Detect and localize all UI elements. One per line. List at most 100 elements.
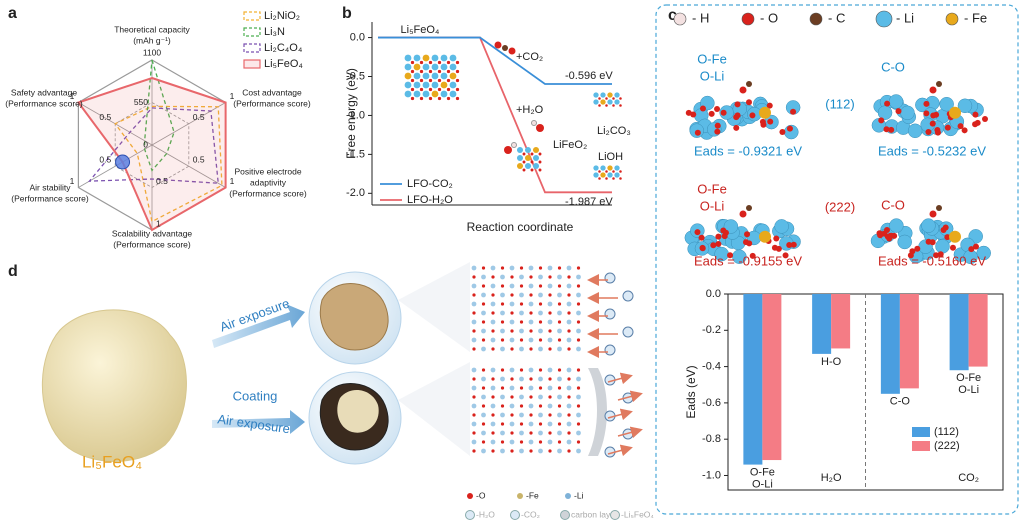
atom — [524, 146, 532, 154]
atom — [410, 60, 415, 65]
eads-label: Eads = -0.5160 eV — [878, 253, 986, 268]
atom — [612, 177, 615, 180]
atom — [605, 97, 608, 100]
atom — [614, 99, 620, 105]
lattice-atom — [538, 292, 543, 298]
lattice-atom — [557, 310, 562, 316]
o-atom — [733, 124, 740, 131]
radar-axis-label: (Performance score) — [229, 188, 307, 198]
lattice-atom — [538, 266, 543, 270]
gas-arrow — [617, 426, 643, 439]
legend-dot — [465, 510, 475, 520]
atom — [600, 172, 606, 178]
lattice-atom — [557, 412, 562, 418]
lattice-atom — [576, 376, 581, 382]
lattice-atom — [547, 367, 553, 373]
series-line — [378, 36, 612, 85]
lattice-atom — [557, 394, 562, 400]
atom — [593, 172, 599, 178]
atom — [607, 92, 613, 98]
atom — [612, 104, 615, 107]
legend-dot — [560, 510, 570, 520]
adsorbate — [929, 86, 937, 94]
lattice-atom — [509, 265, 515, 271]
lattice-atom — [557, 284, 562, 288]
o-atom — [775, 245, 782, 252]
lattice-atom — [567, 431, 571, 435]
o-atom — [909, 248, 916, 255]
y-tick-label: 0.0 — [350, 31, 365, 43]
lattice-atom — [547, 301, 553, 307]
lattice-atom — [557, 274, 562, 280]
lattice-atom — [481, 320, 486, 324]
y-tick-label: -0.6 — [702, 397, 721, 409]
lattice-atom — [576, 328, 581, 334]
lattice-atom — [529, 347, 533, 351]
atom — [614, 92, 620, 98]
lattice-atom — [500, 266, 505, 270]
o-atom — [694, 129, 701, 136]
lattice-atom — [510, 377, 514, 381]
atom — [446, 96, 451, 101]
annotation: +H₂O — [516, 104, 544, 116]
series-line — [378, 36, 612, 194]
legend-swatch — [243, 43, 261, 53]
lattice-atom — [481, 412, 486, 418]
atom — [428, 60, 433, 65]
atom — [446, 69, 451, 74]
lattice-atom — [491, 377, 495, 381]
atom — [522, 160, 526, 164]
radar-tick-label: 1 — [70, 176, 75, 186]
lattice-atom — [567, 377, 571, 381]
lattice-atom — [500, 376, 505, 382]
o-atom — [972, 243, 979, 250]
lattice-atom — [528, 367, 534, 373]
lattice-atom — [576, 346, 581, 352]
o-atom — [886, 235, 893, 242]
highlight-point — [115, 154, 131, 170]
lattice-atom — [547, 403, 553, 409]
atom-legend-label: - Fe — [964, 10, 987, 25]
radar-series — [88, 107, 219, 184]
li-atom — [723, 219, 739, 234]
atom — [530, 168, 534, 172]
lattice-atom — [538, 440, 543, 444]
o-atom — [895, 108, 902, 115]
lattice-atom — [576, 266, 581, 270]
lattice-atom — [576, 430, 581, 436]
lattice-atom — [500, 430, 505, 436]
lattice-atom — [528, 265, 534, 271]
bond-label: O-Li — [700, 198, 725, 213]
lattice-atom — [557, 320, 562, 324]
lattice-atom — [529, 449, 533, 453]
atom — [619, 177, 622, 180]
atom — [598, 170, 601, 173]
fe-atom — [949, 230, 961, 243]
atom — [516, 146, 524, 154]
lattice-atom — [500, 310, 505, 316]
lattice-atom — [538, 368, 543, 372]
lattice-atom — [567, 449, 571, 453]
lattice-atom — [547, 337, 553, 343]
eads-label: Eads = -0.9155 eV — [694, 253, 802, 268]
radar-axis-label: Theoretical capacity — [114, 24, 190, 34]
annotation: -1.987 eV — [565, 196, 613, 208]
lattice-atom — [576, 338, 581, 342]
lattice-atom — [509, 283, 515, 289]
y-tick-label: -1.0 — [346, 109, 365, 121]
radar-spoke — [151, 102, 226, 146]
atom — [419, 96, 424, 101]
lattice-atom — [472, 311, 476, 315]
lattice-atom — [576, 368, 581, 372]
o-atom — [698, 234, 705, 241]
bar — [880, 294, 900, 394]
atom — [422, 63, 430, 71]
bar — [812, 294, 832, 354]
lattice-atom — [519, 448, 524, 454]
atom — [437, 96, 442, 101]
lattice-atom — [509, 403, 515, 409]
lattice-atom — [547, 265, 553, 271]
legend-dot — [517, 493, 523, 499]
